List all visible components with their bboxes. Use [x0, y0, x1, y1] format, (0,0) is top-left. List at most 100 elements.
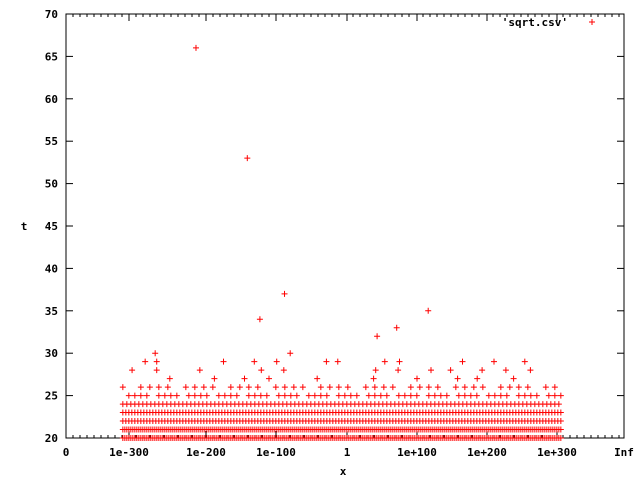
- x-tick-label: 1e-300: [109, 446, 149, 459]
- data-point: [455, 392, 462, 399]
- data-point: [341, 392, 348, 399]
- data-point: [474, 375, 481, 382]
- data-point: [407, 384, 414, 391]
- x-tick-label: 1e-200: [186, 446, 226, 459]
- data-point: [241, 375, 248, 382]
- data-point: [129, 367, 136, 374]
- data-point: [555, 401, 562, 408]
- x-tick-label: 1e-100: [256, 446, 296, 459]
- x-tick-label: 1e+100: [397, 446, 437, 459]
- data-point: [314, 375, 321, 382]
- data-point: [557, 426, 564, 433]
- y-tick-label: 30: [45, 347, 58, 360]
- data-point: [290, 384, 297, 391]
- data-points: [119, 44, 564, 441]
- data-point: [452, 384, 459, 391]
- data-point: [407, 392, 414, 399]
- data-point: [557, 392, 564, 399]
- data-point: [443, 392, 450, 399]
- data-point: [371, 384, 378, 391]
- y-tick-label: 60: [45, 93, 58, 106]
- x-tick-label: 1e+200: [467, 446, 507, 459]
- data-point: [143, 392, 150, 399]
- data-point: [153, 367, 160, 374]
- legend-series-label: 'sqrt.csv': [502, 16, 568, 29]
- data-point: [323, 358, 330, 365]
- data-point: [395, 367, 402, 374]
- data-point: [280, 367, 287, 374]
- data-point: [251, 358, 258, 365]
- data-point: [185, 392, 192, 399]
- data-point: [311, 392, 318, 399]
- data-point: [434, 384, 441, 391]
- data-point: [317, 384, 324, 391]
- data-point: [542, 384, 549, 391]
- data-point: [383, 392, 390, 399]
- data-point: [209, 384, 216, 391]
- y-tick-label: 65: [45, 50, 58, 63]
- data-point: [389, 384, 396, 391]
- data-point: [305, 392, 312, 399]
- data-point: [515, 384, 522, 391]
- data-point: [344, 384, 351, 391]
- data-point: [362, 384, 369, 391]
- data-point: [272, 384, 279, 391]
- data-point: [192, 44, 199, 51]
- data-point: [497, 392, 504, 399]
- data-point: [425, 392, 432, 399]
- data-point: [374, 333, 381, 340]
- data-point: [461, 384, 468, 391]
- data-point: [479, 367, 486, 374]
- data-point: [347, 392, 354, 399]
- data-point: [155, 384, 162, 391]
- data-point: [371, 392, 378, 399]
- data-point: [467, 392, 474, 399]
- data-point: [263, 392, 270, 399]
- data-point: [258, 367, 265, 374]
- data-point: [377, 392, 384, 399]
- data-point: [275, 392, 282, 399]
- data-point: [425, 307, 432, 314]
- data-point: [393, 324, 400, 331]
- data-point: [197, 392, 204, 399]
- x-tick-label: Inf: [614, 446, 634, 459]
- data-point: [416, 384, 423, 391]
- data-point: [221, 392, 228, 399]
- data-point: [245, 384, 252, 391]
- y-tick-label: 50: [45, 178, 58, 191]
- data-point: [326, 384, 333, 391]
- data-point: [142, 358, 149, 365]
- data-point: [182, 384, 189, 391]
- data-point: [545, 392, 552, 399]
- y-tick-label: 20: [45, 432, 58, 445]
- data-point: [461, 392, 468, 399]
- data-point: [381, 358, 388, 365]
- y-tick-label: 35: [45, 305, 58, 318]
- data-point: [137, 392, 144, 399]
- data-point: [287, 392, 294, 399]
- data-point: [173, 392, 180, 399]
- data-point: [365, 392, 372, 399]
- data-point: [220, 358, 227, 365]
- data-point: [396, 358, 403, 365]
- data-point: [557, 418, 564, 425]
- data-point: [506, 384, 513, 391]
- legend-marker: [589, 19, 595, 25]
- data-point: [257, 392, 264, 399]
- data-point: [521, 392, 528, 399]
- data-point: [137, 384, 144, 391]
- data-point: [227, 392, 234, 399]
- data-point: [470, 384, 477, 391]
- data-point: [485, 392, 492, 399]
- data-point: [510, 375, 517, 382]
- plot-border: [65, 13, 625, 439]
- data-point: [521, 358, 528, 365]
- data-point: [227, 384, 234, 391]
- data-point: [503, 392, 510, 399]
- data-point: [146, 384, 153, 391]
- data-point: [401, 392, 408, 399]
- data-point: [425, 384, 432, 391]
- data-point: [527, 367, 534, 374]
- data-point: [431, 392, 438, 399]
- data-point: [211, 375, 218, 382]
